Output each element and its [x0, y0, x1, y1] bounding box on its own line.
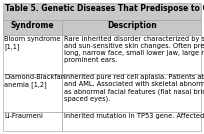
Text: Bloom syndrome
[1,1]: Bloom syndrome [1,1] [4, 36, 61, 50]
Text: Inherited mutation in TP53 gene. Affected fami: Inherited mutation in TP53 gene. Affecte… [64, 113, 204, 119]
Bar [3, 3, 201, 20]
Bar [3, 35, 62, 74]
Text: Syndrome: Syndrome [11, 21, 54, 30]
Bar [3, 74, 62, 112]
Text: Inherited pure red cell aplasia. Patients at risk fi
and AML. Associated with sk: Inherited pure red cell aplasia. Patient… [64, 74, 204, 102]
Bar [3, 112, 62, 131]
Bar [62, 20, 201, 35]
Bar [62, 35, 201, 74]
Text: Li-Fraumeni: Li-Fraumeni [4, 113, 43, 119]
Bar [62, 74, 201, 112]
Text: Table 5. Genetic Diseases That Predispose to Osteosarcoma: Table 5. Genetic Diseases That Predispos… [5, 4, 204, 13]
Bar [62, 112, 201, 131]
Text: Description: Description [107, 21, 157, 30]
Text: Rare inherited disorder characterized by short s
and sun-sensitive skin changes.: Rare inherited disorder characterized by… [64, 36, 204, 63]
Bar [3, 20, 62, 35]
Text: Diamond-Blackfan
anemia [1,2]: Diamond-Blackfan anemia [1,2] [4, 74, 65, 88]
